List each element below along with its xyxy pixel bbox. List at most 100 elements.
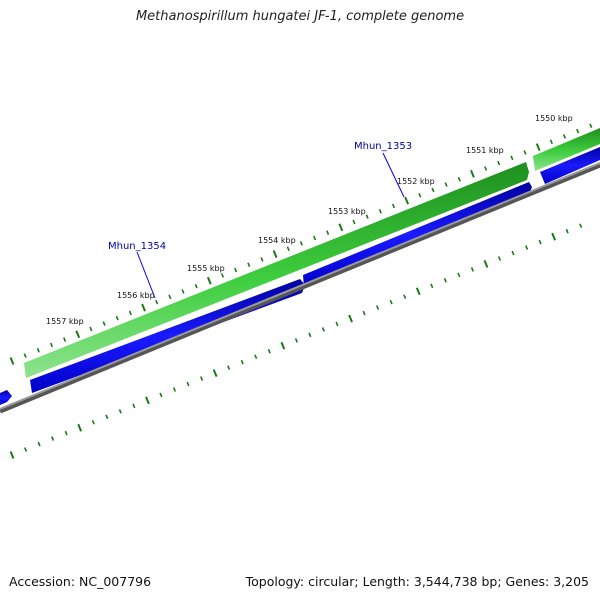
tick-mark — [181, 289, 185, 294]
tick-mark — [159, 392, 163, 398]
scale-label: 1557 kbp — [46, 317, 84, 326]
tick-mark — [511, 250, 515, 256]
scale-label: 1551 kbp — [466, 146, 504, 155]
tick-mark — [415, 287, 421, 296]
tick-mark — [403, 294, 407, 299]
tick-mark — [77, 423, 83, 432]
tick-mark — [194, 283, 198, 289]
tick-mark — [326, 230, 330, 235]
tick-mark — [141, 303, 146, 312]
forward-gene-feature[interactable] — [533, 128, 600, 171]
tick-mark — [220, 273, 225, 278]
tick-mark — [348, 314, 353, 323]
tick-mark — [89, 326, 93, 332]
tick-mark — [565, 228, 569, 234]
scale-label: 1556 kbp — [117, 291, 155, 300]
tick-mark — [23, 447, 28, 452]
tick-mark — [470, 169, 475, 178]
tick-mark — [128, 310, 132, 316]
tick-mark — [247, 262, 251, 268]
scale-label: 1554 kbp — [258, 236, 296, 245]
tick-mark — [335, 321, 339, 327]
tick-mark — [523, 150, 527, 155]
tick-mark — [132, 403, 136, 409]
tick-mark — [102, 321, 106, 326]
tick-mark — [234, 267, 238, 273]
gene-label-leader — [382, 152, 405, 198]
gene-label-mhun-1353[interactable]: Mhun_1353 — [354, 141, 412, 152]
tick-mark — [240, 359, 244, 365]
reverse-gene-feature[interactable] — [30, 279, 305, 393]
tick-mark — [118, 409, 122, 414]
scale-label: 1552 kbp — [397, 177, 435, 186]
tick-mark — [9, 357, 15, 365]
tick-mark — [418, 192, 422, 198]
tick-mark — [23, 353, 27, 358]
tick-mark — [378, 209, 382, 214]
tick-mark — [470, 267, 474, 272]
tick-mark — [457, 272, 461, 278]
tick-mark — [49, 342, 54, 348]
tick-mark — [483, 260, 489, 268]
tick-mark — [589, 123, 593, 129]
tick-mark — [51, 436, 55, 441]
tick-mark — [484, 166, 488, 171]
forward-strand — [24, 128, 600, 378]
reverse-gene-feature[interactable] — [0, 390, 12, 405]
forward-gene-feature[interactable] — [24, 162, 529, 378]
scale-label: 1555 kbp — [187, 264, 225, 273]
tick-mark — [551, 232, 557, 241]
tick-mark — [286, 246, 290, 252]
scale-label: 1553 kbp — [328, 207, 366, 216]
tick-mark — [36, 348, 40, 353]
tick-mark — [444, 182, 448, 187]
tick-mark — [497, 256, 502, 261]
tick-mark — [549, 139, 553, 145]
tick-mark — [525, 245, 529, 250]
tick-mark — [404, 196, 410, 205]
tick-mark — [280, 341, 286, 350]
tick-mark — [391, 203, 396, 209]
tick-mark — [272, 250, 278, 258]
tick-mark — [321, 327, 326, 332]
outer-tick-row — [9, 123, 593, 365]
tick-mark — [431, 187, 435, 193]
tick-mark — [443, 278, 447, 283]
tick-mark — [579, 223, 583, 229]
tick-mark — [63, 337, 67, 342]
tick-mark — [260, 257, 264, 262]
tick-mark — [9, 451, 15, 459]
tick-mark — [212, 369, 218, 377]
tick-mark — [172, 387, 177, 392]
genome-summary-text: Topology: circular; Length: 3,544,738 bp… — [245, 574, 589, 589]
tick-mark — [497, 160, 501, 166]
tick-mark — [576, 128, 580, 134]
tick-mark — [457, 176, 461, 182]
tick-mark — [37, 441, 41, 447]
tick-mark — [338, 223, 344, 232]
map-title: Methanospirillum hungatei JF-1, complete… — [135, 9, 465, 24]
tick-mark — [200, 376, 204, 381]
reverse-gene-feature[interactable] — [540, 147, 600, 184]
tick-mark — [75, 330, 81, 339]
tick-mark — [376, 305, 380, 310]
tick-mark — [115, 315, 119, 321]
tick-mark — [186, 381, 190, 387]
tick-mark — [313, 235, 317, 241]
tick-mark — [254, 354, 258, 360]
scale-label: 1550 kbp — [535, 114, 573, 123]
tick-mark — [294, 338, 298, 343]
tick-mark — [562, 134, 567, 139]
tick-mark — [362, 310, 366, 316]
accession-text: Accession: NC_007796 — [9, 574, 152, 589]
tick-mark — [308, 332, 312, 338]
tick-mark — [538, 239, 542, 245]
gene-label-leader — [136, 251, 156, 299]
inner-tick-row — [9, 223, 583, 459]
tick-mark — [535, 143, 541, 151]
gene-label-mhun-1354[interactable]: Mhun_1354 — [108, 241, 166, 252]
tick-mark — [91, 419, 95, 425]
tick-mark — [206, 276, 212, 285]
